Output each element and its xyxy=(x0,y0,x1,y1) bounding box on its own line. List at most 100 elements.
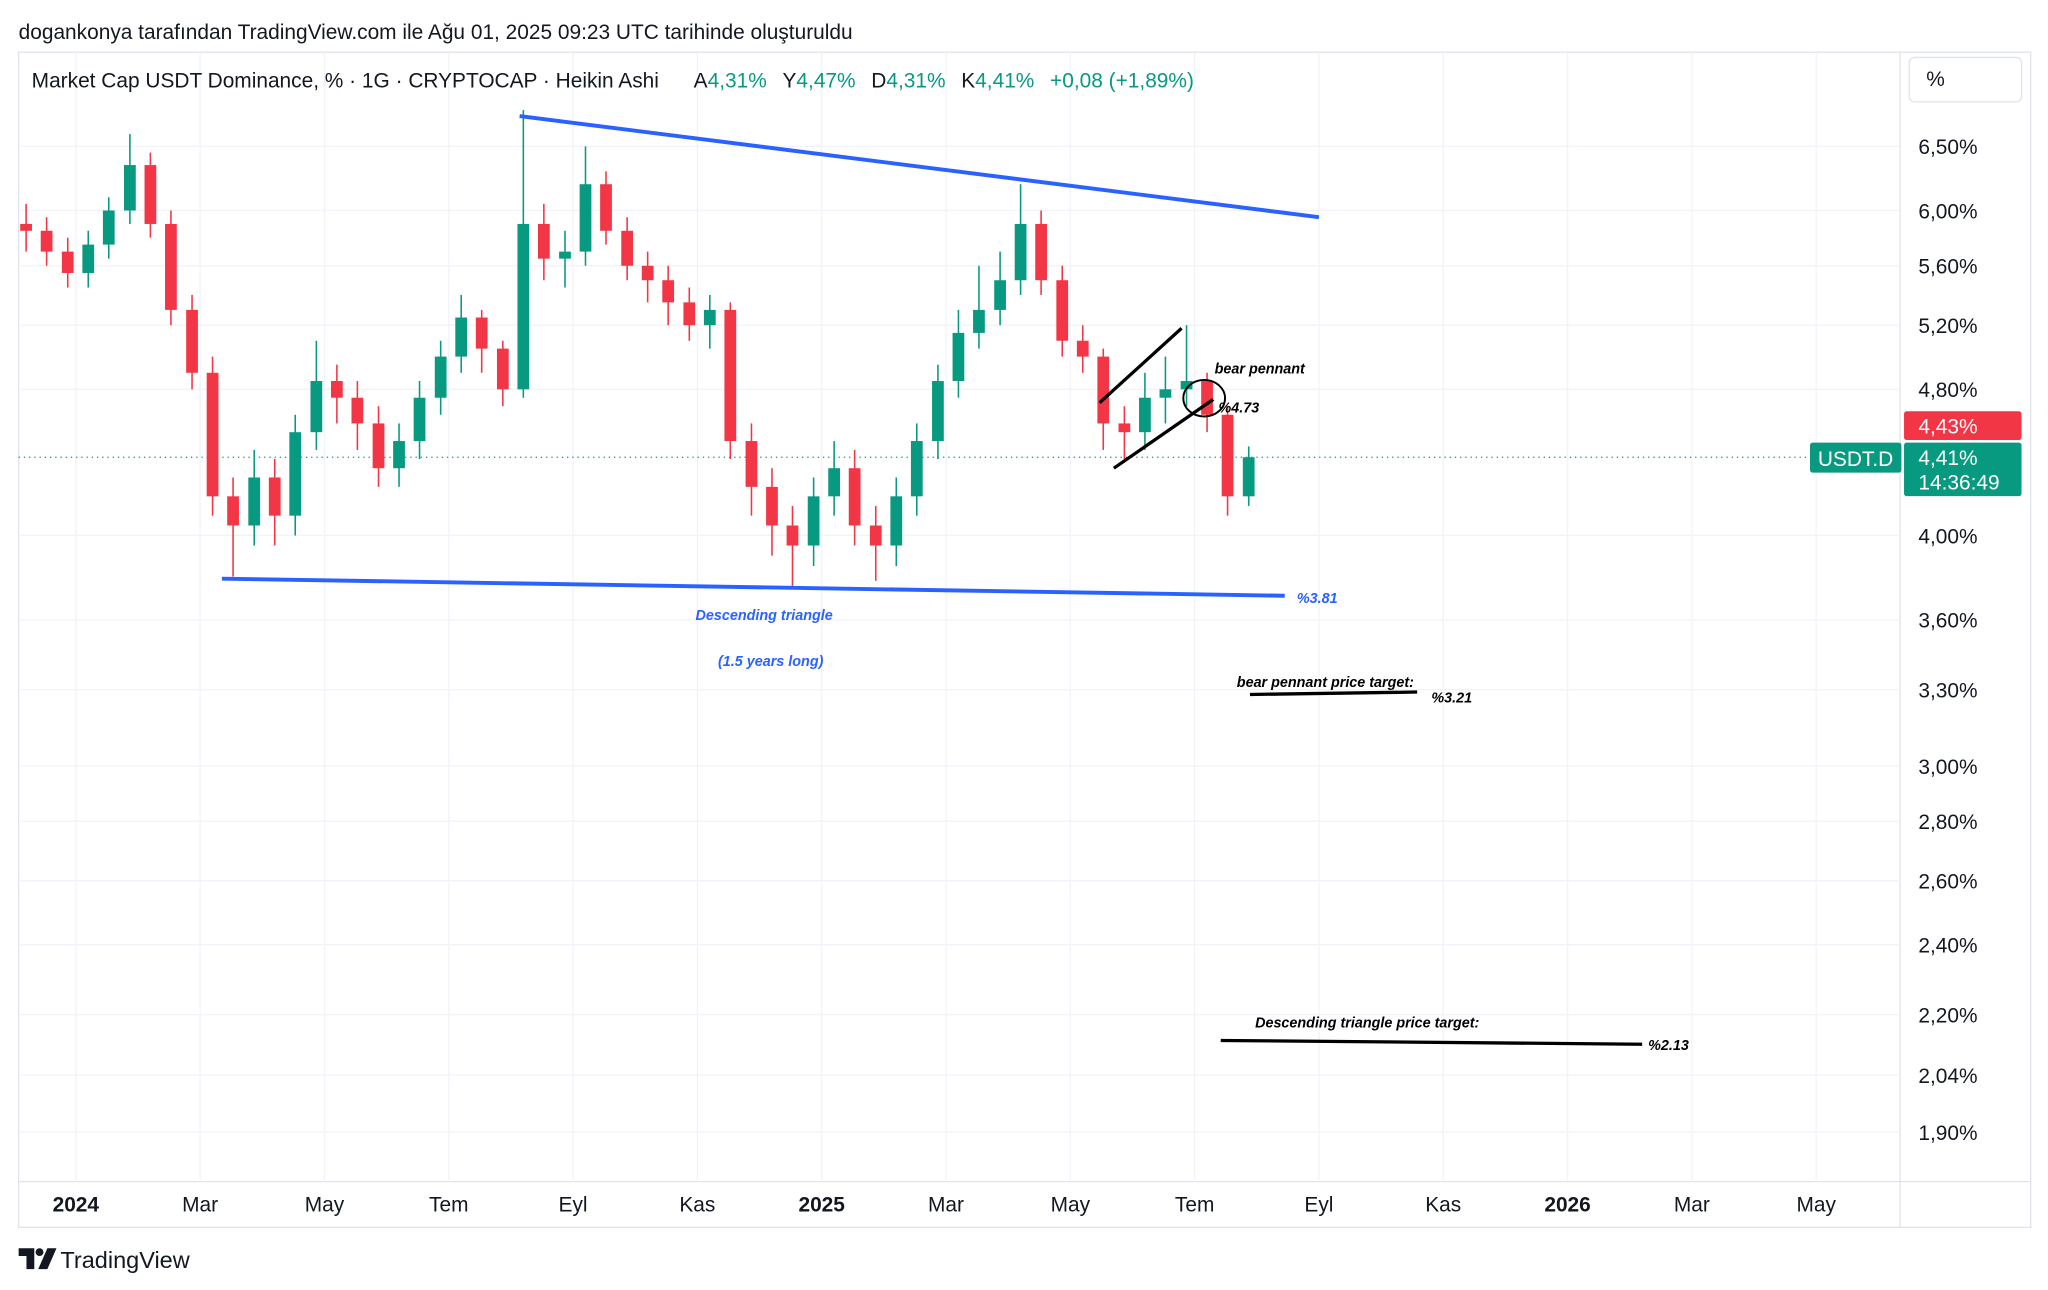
x-tick-label: Eyl xyxy=(559,1194,588,1217)
y-tick-label: 3,60% xyxy=(1918,610,1977,633)
annotation: (1.5 years long) xyxy=(718,654,824,670)
unit-button[interactable]: % xyxy=(1908,56,2023,103)
change: +0,08 (+1,89%) xyxy=(1050,69,1194,92)
unit-box[interactable] xyxy=(1908,56,2023,103)
candle-body xyxy=(496,348,509,390)
candle-body xyxy=(910,441,923,497)
plot xyxy=(18,110,1901,1046)
trend-line xyxy=(221,576,1285,598)
candle-body xyxy=(227,496,239,526)
logo-dot xyxy=(35,1248,44,1257)
candle-body xyxy=(413,397,426,442)
candle-body xyxy=(745,441,758,487)
candle-body xyxy=(517,223,530,390)
x-tick-label: Mar xyxy=(182,1194,218,1217)
annotation: %3.81 xyxy=(1297,591,1338,607)
y-tick-label: 2,80% xyxy=(1918,811,1977,834)
candle-body xyxy=(662,280,675,303)
trend-line xyxy=(1098,327,1183,405)
annotation: Descending triangle xyxy=(696,608,833,624)
pennant-circle xyxy=(1182,378,1227,418)
candle-body xyxy=(61,251,74,273)
candle-body xyxy=(537,223,550,259)
trend-line xyxy=(1249,690,1418,697)
candle-body xyxy=(1097,356,1110,424)
candle-body xyxy=(1014,223,1027,281)
candle-body xyxy=(351,397,364,424)
symbol-label: USDT.D xyxy=(1818,448,1893,471)
candle-body xyxy=(475,317,488,349)
unit-label[interactable]: % xyxy=(1926,68,1945,91)
x-tick-label: May xyxy=(305,1194,345,1217)
annotation: %3.21 xyxy=(1431,690,1472,706)
candle-body xyxy=(165,223,177,310)
candle-body xyxy=(310,381,323,433)
trend-line xyxy=(1112,398,1215,470)
candle-body xyxy=(766,486,778,526)
annotation: %2.13 xyxy=(1648,1038,1689,1054)
candle-body xyxy=(1035,223,1047,281)
candle-body xyxy=(973,309,985,333)
candle-body xyxy=(455,317,468,357)
candle-body xyxy=(1180,381,1193,390)
y-tick-label: 1,90% xyxy=(1918,1122,1977,1145)
last-price-label: 4,41% xyxy=(1918,447,1977,470)
ohlc-key: A xyxy=(694,69,708,92)
logo: TradingView xyxy=(18,1247,191,1273)
candle-body xyxy=(932,381,944,442)
candle-body xyxy=(289,432,302,516)
y-tick-label: 3,30% xyxy=(1918,679,1977,702)
prev-price-tag xyxy=(1904,411,2022,441)
candle-body xyxy=(890,496,903,546)
candle-body xyxy=(828,468,841,497)
x-tick-label: 2026 xyxy=(1544,1194,1590,1217)
candle-body xyxy=(952,332,965,382)
x-tick-label: Mar xyxy=(1674,1194,1710,1217)
trend-line xyxy=(519,114,1320,220)
y-tick-label: 2,04% xyxy=(1918,1065,1977,1088)
ohlc-value: 4,47% xyxy=(796,69,855,92)
x-tick-label: Kas xyxy=(679,1194,715,1217)
ohlc-key: Y xyxy=(782,69,796,92)
candle-body xyxy=(786,525,799,546)
candle-body xyxy=(268,477,281,516)
candle-body xyxy=(82,244,95,273)
y-tick-label: 2,60% xyxy=(1918,871,1977,894)
candle-body xyxy=(579,184,592,252)
x-tick-label: Mar xyxy=(928,1194,964,1217)
ohlc-legend: A4,31% Y4,47% D4,31% K4,41% +0,08 (+1,89%) xyxy=(694,69,1194,92)
candle-body xyxy=(248,477,261,526)
symbol-tag xyxy=(1810,442,1902,473)
candle-body xyxy=(393,441,405,469)
candle-body xyxy=(869,525,882,546)
candle-body xyxy=(1056,280,1069,341)
ohlc-key: D xyxy=(871,69,886,92)
last-price-tag xyxy=(1904,442,2022,497)
candle-body xyxy=(1118,423,1131,433)
candle-body xyxy=(330,381,343,398)
grid xyxy=(18,52,1901,1182)
header: dogankonya tarafından TradingView.com il… xyxy=(19,21,853,44)
trend-line xyxy=(1220,1038,1643,1046)
y-tick-label: 5,20% xyxy=(1918,315,1977,338)
candle-body xyxy=(807,496,820,546)
x-tick-label: May xyxy=(1051,1194,1091,1217)
candle-body xyxy=(206,372,219,497)
candle-body xyxy=(372,423,385,469)
x-tick-label: 2025 xyxy=(798,1194,845,1217)
x-tick-label: Eyl xyxy=(1304,1194,1333,1217)
ohlc-value: 4,31% xyxy=(886,69,945,92)
candle-body xyxy=(144,165,157,224)
x-tick-label: Tem xyxy=(1175,1194,1214,1217)
y-tick-label: 4,00% xyxy=(1918,525,1977,548)
y-tick-label: 5,60% xyxy=(1918,256,1977,279)
candle-body xyxy=(1139,397,1151,433)
countdown: 14:36:49 xyxy=(1918,472,1999,495)
candle-body xyxy=(434,356,447,398)
price-tags: 4,43% USDT.D 4,41% 14:36:49 xyxy=(1810,411,2022,497)
candle-body xyxy=(186,309,198,373)
candle-body xyxy=(683,302,696,326)
candle-body xyxy=(124,165,136,211)
